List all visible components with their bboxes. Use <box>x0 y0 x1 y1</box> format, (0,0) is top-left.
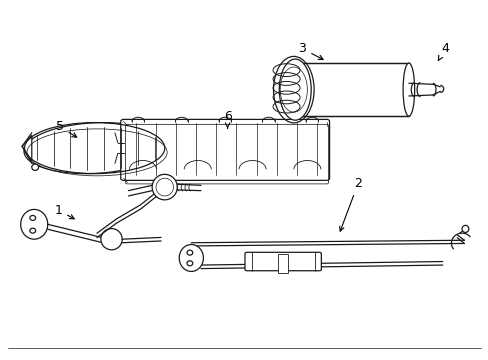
Text: 4: 4 <box>437 42 448 60</box>
Polygon shape <box>24 123 165 174</box>
FancyBboxPatch shape <box>278 254 287 273</box>
Text: 5: 5 <box>56 120 77 137</box>
Ellipse shape <box>279 59 310 120</box>
Text: 6: 6 <box>223 110 231 128</box>
Text: 1: 1 <box>54 204 74 219</box>
Ellipse shape <box>20 210 48 239</box>
Text: 2: 2 <box>339 177 361 231</box>
Text: 3: 3 <box>298 42 323 59</box>
Ellipse shape <box>30 215 36 220</box>
FancyBboxPatch shape <box>121 120 329 180</box>
Ellipse shape <box>461 225 468 233</box>
Ellipse shape <box>30 228 36 233</box>
Ellipse shape <box>32 164 39 170</box>
Ellipse shape <box>179 244 203 271</box>
Polygon shape <box>22 135 32 161</box>
Ellipse shape <box>186 261 192 266</box>
Ellipse shape <box>186 250 192 255</box>
Ellipse shape <box>101 229 122 250</box>
Ellipse shape <box>402 63 414 116</box>
Ellipse shape <box>152 174 177 200</box>
FancyBboxPatch shape <box>244 252 321 271</box>
Polygon shape <box>295 63 408 116</box>
